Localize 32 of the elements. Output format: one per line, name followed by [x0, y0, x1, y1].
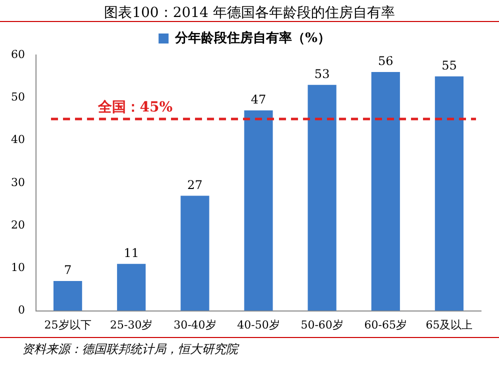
bar — [180, 196, 210, 311]
x-tick-label: 25岁以下 — [44, 318, 92, 332]
ref-line-label: 全国：45% — [96, 100, 173, 116]
data-label: 11 — [124, 246, 139, 260]
data-label: 47 — [250, 92, 266, 107]
y-tick-label: 30 — [10, 176, 25, 189]
y-tick-label: 50 — [10, 90, 25, 104]
legend-label: 分年龄段住房自有率（%） — [174, 30, 330, 46]
x-tick-label: 30-40岁 — [174, 318, 216, 332]
bar — [371, 72, 400, 311]
bar — [308, 84, 336, 311]
data-label: 55 — [442, 58, 457, 72]
chart-title: 图表100：2014 年德国各年龄段的住房自有率 — [0, 0, 499, 22]
x-tick-label: 25-30岁 — [110, 318, 153, 332]
y-tick-label: 10 — [10, 261, 25, 274]
x-tick-label: 40-50岁 — [237, 318, 280, 332]
bar — [434, 76, 464, 311]
bar — [53, 280, 82, 311]
y-tick-label: 40 — [10, 133, 25, 146]
bar — [244, 110, 273, 311]
data-label: 53 — [314, 66, 330, 81]
text: 资料来源：德国联邦统计局，恒大研究院 — [0, 337, 499, 358]
bar — [117, 264, 146, 311]
y-tick-label: 20 — [10, 218, 25, 232]
y-tick-label: 60 — [10, 48, 25, 61]
data-label: 27 — [187, 178, 203, 192]
y-tick-label: 0 — [18, 304, 25, 317]
data-label: 56 — [378, 54, 394, 68]
x-tick-label: 65及以上 — [426, 318, 473, 332]
x-tick-label: 50-60岁 — [300, 318, 344, 332]
x-tick-label: 60-65岁 — [364, 318, 407, 332]
data-label: 7 — [64, 263, 72, 278]
